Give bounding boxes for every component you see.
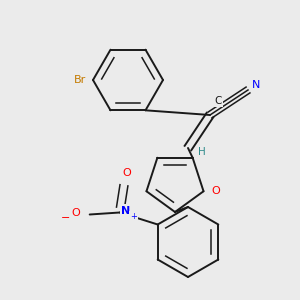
Text: H: H bbox=[198, 147, 206, 157]
Text: C: C bbox=[214, 96, 222, 106]
Text: O: O bbox=[211, 186, 220, 196]
Text: N: N bbox=[121, 206, 130, 215]
Text: −: − bbox=[61, 214, 70, 224]
Text: N: N bbox=[252, 80, 260, 90]
Text: O: O bbox=[71, 208, 80, 218]
Text: O: O bbox=[122, 167, 131, 178]
Text: Br: Br bbox=[74, 75, 86, 85]
Text: +: + bbox=[130, 212, 137, 221]
